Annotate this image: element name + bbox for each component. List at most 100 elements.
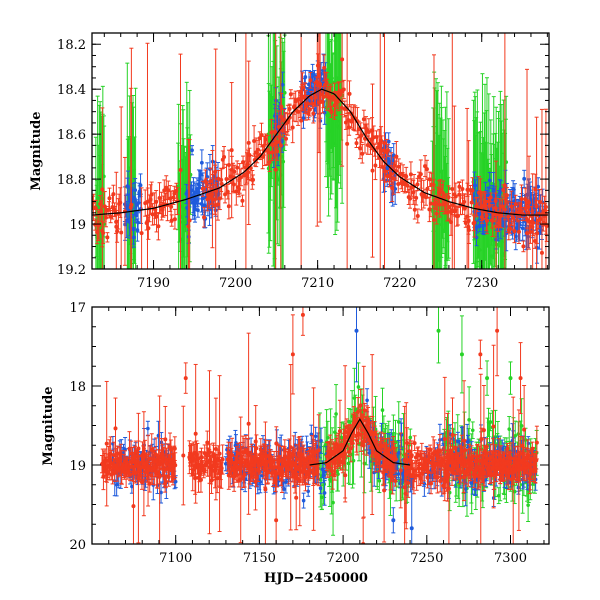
data-point: [543, 205, 548, 210]
data-point: [396, 182, 401, 187]
data-point: [290, 125, 295, 130]
data-point: [414, 195, 419, 200]
data-point: [156, 224, 161, 229]
data-point: [173, 479, 178, 484]
data-point: [107, 196, 112, 201]
data-point: [474, 235, 479, 240]
data-point: [115, 229, 120, 234]
data-point: [243, 165, 248, 170]
data-point: [513, 202, 518, 207]
data-point: [237, 186, 242, 191]
top-axes-frame: [91, 32, 550, 270]
data-point: [487, 178, 492, 183]
data-point: [178, 167, 183, 172]
data-point: [138, 183, 143, 188]
data-point: [98, 201, 103, 206]
data-point: [408, 196, 413, 201]
data-point: [315, 82, 320, 87]
data-point: [532, 238, 537, 243]
data-point: [484, 213, 489, 218]
data-point: [377, 478, 382, 483]
y-tick-label: 19.2: [57, 263, 86, 278]
data-point: [522, 176, 527, 181]
data-point: [391, 176, 396, 181]
x-tick-label: 7220: [383, 276, 416, 291]
data-point: [488, 420, 493, 424]
data-point: [337, 92, 342, 97]
data-point: [506, 214, 511, 219]
data-point: [450, 187, 455, 192]
data-point: [345, 141, 350, 146]
data-point: [424, 167, 429, 172]
data-point: [347, 91, 352, 96]
data-point: [496, 493, 501, 498]
top-axes-ticks: 7190 7200 7210 7220 7230 18.2 18.4 18.6 18.8 19 19…: [57, 33, 549, 291]
data-point: [470, 428, 475, 433]
data-point: [526, 200, 531, 205]
x-tick-label: 7210: [301, 276, 334, 291]
data-point: [139, 231, 144, 236]
data-point: [431, 217, 436, 222]
data-point: [239, 175, 244, 180]
data-point: [190, 148, 194, 153]
data-point: [418, 172, 423, 177]
data-point: [329, 110, 334, 115]
data-point: [219, 177, 224, 182]
data-point: [405, 183, 410, 188]
data-point: [202, 215, 207, 220]
data-point: [222, 154, 227, 159]
data-point: [370, 168, 375, 173]
data-point: [281, 159, 286, 164]
data-point: [534, 204, 539, 209]
data-point: [186, 224, 191, 229]
data-point: [273, 167, 278, 172]
data-point: [373, 163, 378, 168]
data-point: [379, 138, 384, 143]
data-point: [392, 163, 397, 168]
data-point: [280, 82, 285, 87]
data-point: [257, 136, 262, 141]
data-point: [460, 187, 465, 192]
data-point: [452, 192, 457, 197]
data-point: [246, 140, 251, 145]
data-point: [501, 187, 506, 192]
data-point: [445, 210, 450, 215]
data-point: [133, 188, 138, 193]
data-point: [134, 213, 139, 218]
data-point: [361, 117, 366, 122]
data-point: [519, 196, 524, 201]
series-red: [92, 33, 549, 269]
data-point: [478, 190, 483, 195]
data-point: [500, 204, 505, 209]
data-point: [318, 82, 323, 87]
data-point: [210, 197, 215, 202]
data-point: [521, 244, 526, 249]
data-point: [299, 118, 304, 123]
data-point: [171, 195, 176, 200]
data-point: [213, 203, 218, 208]
data-point: [535, 231, 540, 236]
x-tick-label: 7200: [219, 276, 252, 291]
data-point: [353, 408, 358, 412]
data-point: [408, 172, 413, 177]
data-point: [488, 195, 493, 200]
data-point: [231, 182, 236, 187]
data-point: [123, 447, 127, 452]
data-point: [208, 179, 213, 184]
model-curve: [92, 88, 549, 216]
data-point: [197, 185, 202, 190]
data-point: [101, 231, 106, 236]
data-point: [131, 235, 136, 240]
data-point: [347, 125, 352, 130]
data-point: [438, 187, 443, 192]
data-point: [278, 143, 283, 148]
data-point: [105, 235, 110, 240]
data-point: [502, 183, 507, 188]
data-point: [516, 229, 521, 234]
data-point: [103, 215, 108, 220]
data-point: [415, 213, 420, 218]
data-point: [308, 78, 313, 83]
data-point: [224, 176, 229, 181]
data-point: [226, 163, 231, 168]
